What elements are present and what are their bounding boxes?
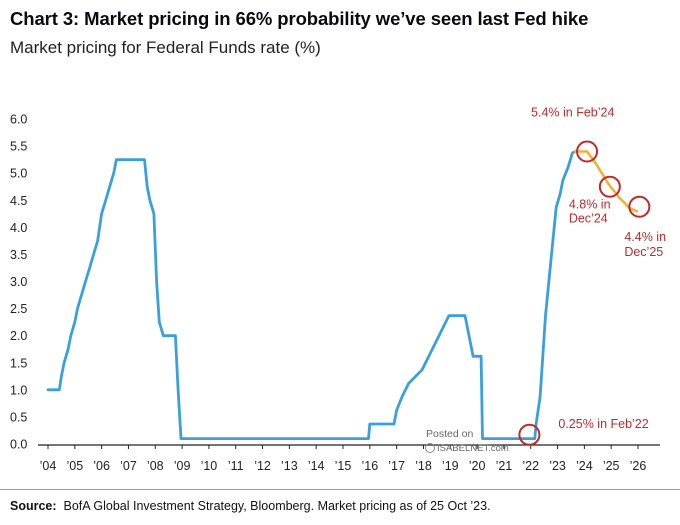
y-tick-label: 2.0	[10, 329, 27, 343]
watermark: Posted on ISABELNET.com	[425, 428, 509, 454]
source-divider	[0, 489, 680, 490]
y-tick-label: 4.0	[10, 221, 27, 235]
x-tick-label: ’18	[415, 459, 432, 473]
x-tick-label: ’22	[522, 459, 539, 473]
x-axis-ticks: ’04 ’05 ’06 ’07 ’08 ’09 ’10 ’11 ’12 ’13 ’14 ’15 ’16 ’…	[40, 445, 647, 473]
watermark-logo-icon	[425, 443, 435, 453]
y-tick-label: 0.0	[10, 438, 27, 452]
y-tick-label: 1.5	[10, 356, 27, 370]
fed-funds-chart: 0.00.51.01.52.02.53.03.54.04.55.05.56.0 …	[10, 106, 666, 474]
annotation-label: 5.4% in Feb’24	[531, 106, 614, 120]
x-tick-label: ’12	[254, 459, 271, 473]
annotation-label: Dec’24	[569, 212, 608, 226]
y-tick-label: 5.0	[10, 167, 27, 181]
x-tick-label: ’09	[174, 459, 191, 473]
x-tick-label: ’20	[469, 459, 486, 473]
x-tick-label: ’08	[147, 459, 164, 473]
x-tick-label: ’26	[630, 459, 647, 473]
annotation-marker	[576, 140, 599, 163]
x-tick-label: ’16	[361, 459, 378, 473]
x-tick-label: ’06	[93, 459, 110, 473]
x-tick-label: ’14	[308, 459, 325, 473]
annotation-marker	[598, 175, 621, 198]
source-text: BofA Global Investment Strategy, Bloombe…	[63, 499, 491, 513]
y-tick-label: 4.5	[10, 194, 27, 208]
x-tick-label: ’15	[335, 459, 352, 473]
chart-subtitle: Market pricing for Federal Funds rate (%…	[10, 38, 321, 57]
y-tick-label: 3.0	[10, 275, 27, 289]
x-tick-label: ’17	[388, 459, 405, 473]
y-axis-ticks: 0.0 0.5 1.0 1.5 2.0 2.5 3.0 3.5 4.0 4.5 5.0 5.5 6.0	[10, 113, 27, 452]
y-tick-label: 3.5	[10, 248, 27, 262]
annotation-label: 4.4% in	[624, 230, 666, 244]
annotation-marker	[628, 195, 651, 218]
x-tick-label: ’05	[66, 459, 83, 473]
x-tick-label: ’23	[549, 459, 566, 473]
annotation-label: 4.8% in	[569, 198, 611, 212]
x-tick-label: ’13	[281, 459, 298, 473]
watermark-site: ISABELNET.com	[437, 443, 509, 454]
series-group	[46, 150, 638, 440]
x-tick-label: ’11	[228, 459, 244, 473]
y-tick-label: 6.0	[10, 113, 27, 127]
annotation-marker	[518, 423, 541, 446]
y-tick-label: 0.5	[10, 410, 27, 424]
chart-title: Chart 3: Market pricing in 66% probabili…	[10, 8, 589, 29]
annotation-label: Dec’25	[624, 245, 663, 259]
x-tick-label: ’25	[603, 459, 620, 473]
watermark-posted-on: Posted on	[426, 428, 473, 440]
source-note: Source: BofA Global Investment Strategy,…	[10, 499, 491, 513]
x-tick-label: ’10	[201, 459, 218, 473]
x-tick-label: ’24	[576, 459, 593, 473]
x-tick-label: ’21	[496, 459, 513, 473]
x-tick-label: ’19	[442, 459, 459, 473]
series-line-history	[46, 150, 577, 440]
x-tick-label: ’07	[120, 459, 137, 473]
annotation-label: 0.25% in Feb’22	[558, 417, 648, 431]
y-tick-label: 2.5	[10, 302, 27, 316]
source-label: Source:	[10, 499, 57, 513]
y-tick-label: 5.5	[10, 140, 27, 154]
x-tick-label: ’04	[40, 459, 57, 473]
y-tick-label: 1.0	[10, 383, 27, 397]
